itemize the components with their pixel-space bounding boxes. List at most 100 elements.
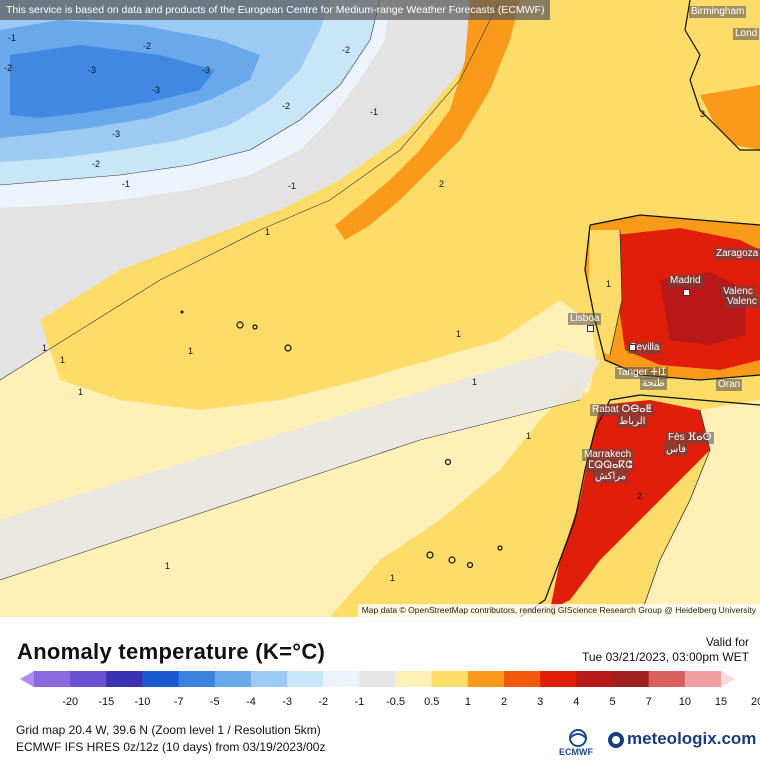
scale-swatch	[576, 671, 614, 687]
scale-tick-label: -10	[134, 696, 151, 708]
contour-label: -3	[88, 65, 97, 75]
scale-tick-label: -3	[282, 696, 292, 708]
scale-swatch	[70, 671, 107, 687]
contour-label: 2	[637, 491, 643, 501]
contour-label: 1	[265, 227, 271, 237]
scale-tick-label: 7	[645, 696, 652, 708]
scale-tick-label: -7	[173, 696, 184, 708]
scale-tick-label: 0.5	[424, 696, 440, 708]
scale-swatch	[431, 671, 469, 687]
city-label-lisboa[interactable]: Lisboa	[568, 313, 602, 325]
contour-label: 1	[188, 346, 194, 356]
contour-label: -1	[122, 179, 131, 189]
island-madeira	[444, 458, 452, 466]
city-label-zaragoza[interactable]: Zaragoza	[714, 248, 760, 260]
city-label-madrid[interactable]: Madrid	[668, 275, 703, 287]
island-canary-1	[426, 551, 434, 559]
scale-tick-label: 2	[500, 696, 508, 708]
city-marker-lisboa	[587, 325, 594, 332]
island-azores-2	[252, 324, 258, 330]
scale-tick-label: -5	[209, 696, 220, 708]
warm-field-orange	[335, 0, 520, 240]
coastline-uk	[684, 0, 760, 151]
city-label-tanger[interactable]: Tanger ⵜⵏⵊ	[615, 367, 669, 379]
scale-swatch	[214, 671, 252, 687]
city-label-valencia[interactable]: Valenc	[721, 286, 755, 298]
contour-label: -2	[143, 41, 152, 51]
scale-swatch	[178, 671, 216, 687]
meteologix-brand[interactable]: meteologix.com	[627, 729, 757, 748]
city-label-marrakech[interactable]: Marrakech	[582, 449, 634, 461]
meteologix-logo-icon	[608, 732, 624, 748]
scale-swatch	[612, 671, 650, 687]
weather-map[interactable]: -1 -2 -3 -2 -3 -3 -3 -2 -2 -2 -1 -1 -1 2…	[0, 0, 760, 617]
island-azores-3	[284, 344, 292, 352]
legend-panel	[0, 617, 760, 760]
coastline-iberia	[584, 224, 760, 381]
scale-swatch	[684, 671, 722, 687]
city-label-marrakech-tifinagh[interactable]: ⵎⵕⵕⴰⴽⵛ	[586, 460, 635, 472]
city-label-london[interactable]: Lond	[733, 28, 760, 40]
contour-label: -3	[202, 65, 211, 75]
ecmwf-logo-icon[interactable]	[558, 728, 598, 756]
city-label-fes-arabic[interactable]: فاس	[664, 444, 689, 456]
island-azores-4	[180, 310, 184, 314]
contour-label: -3	[152, 85, 161, 95]
color-scale-bar	[20, 671, 735, 687]
contour-label: 1	[390, 573, 396, 583]
ecmwf-logo-text: ECMWF	[559, 747, 593, 757]
city-marker-madrid	[683, 289, 690, 296]
warm-field-yellow-south	[330, 380, 600, 617]
contour-label: 2	[439, 179, 445, 189]
scale-swatch	[395, 671, 433, 687]
island-canary-4	[497, 545, 503, 551]
ecmwf-disclaimer-banner: This service is based on data and produc…	[0, 0, 551, 20]
city-label-rabat[interactable]: Rabat ⵔⴱⴰⵟ	[590, 404, 654, 416]
grid-info: Grid map 20.4 W, 39.6 N (Zoom level 1 / …	[16, 723, 321, 737]
city-label-oran[interactable]: Oran	[716, 379, 743, 391]
contour-label: 3	[700, 109, 706, 119]
neutral-corridor	[0, 350, 600, 580]
island-canary-3	[466, 561, 474, 569]
valid-for-label: Valid for	[705, 635, 749, 649]
scale-tick-label: -0.5	[386, 696, 406, 708]
scale-tick-label: 5	[609, 696, 616, 708]
contour-label: -1	[370, 107, 379, 117]
scale-tick-label: -15	[98, 696, 115, 708]
cold-field-core	[10, 45, 215, 118]
city-label-sevilla[interactable]: Sevilla	[628, 342, 662, 354]
contour-label: -2	[4, 63, 13, 73]
city-label-tanger-arabic[interactable]: طنجة	[640, 378, 667, 390]
scale-tick-label: -20	[62, 696, 79, 708]
city-label-marrakech-arabic[interactable]: مراكش	[593, 471, 629, 483]
scale-swatch	[648, 671, 686, 687]
scale-swatch	[323, 671, 360, 687]
map-attribution[interactable]: Map data © OpenStreetMap contributors, r…	[357, 604, 760, 617]
contour-label: 1	[606, 279, 612, 289]
contour-one	[0, 0, 501, 381]
city-label-fes[interactable]: Fès ⴼⴰⵙ	[666, 432, 714, 444]
scale-swatch	[359, 671, 397, 687]
scale-swatch	[504, 671, 541, 687]
coastline-north-iberia	[589, 214, 760, 226]
scale-swatch	[287, 671, 324, 687]
city-label-rabat-arabic[interactable]: الرباط	[617, 416, 648, 428]
scale-tick-label: 1	[464, 696, 471, 708]
scale-tick-label: 10	[678, 696, 691, 708]
city-label-valencia-2[interactable]: Valenc	[725, 296, 759, 308]
scale-swatch	[142, 671, 180, 687]
contour-label: 1	[526, 431, 532, 441]
contour-label: -1	[288, 181, 297, 191]
valid-time: Tue 03/21/2023, 03:00pm WET	[582, 650, 749, 664]
contour-minus-one	[0, 0, 381, 186]
contour-label: 1	[42, 343, 48, 353]
scale-swatch	[467, 671, 505, 687]
scale-extension-high	[721, 671, 735, 687]
scale-swatch	[250, 671, 288, 687]
land-algeria-pale	[640, 400, 760, 617]
warm-field-pale-south	[0, 470, 360, 617]
land-uk-warm	[700, 85, 760, 150]
map-canvas	[0, 0, 760, 617]
city-label-birmingham[interactable]: Birmingham	[689, 6, 747, 18]
scale-extension-low	[20, 671, 34, 687]
